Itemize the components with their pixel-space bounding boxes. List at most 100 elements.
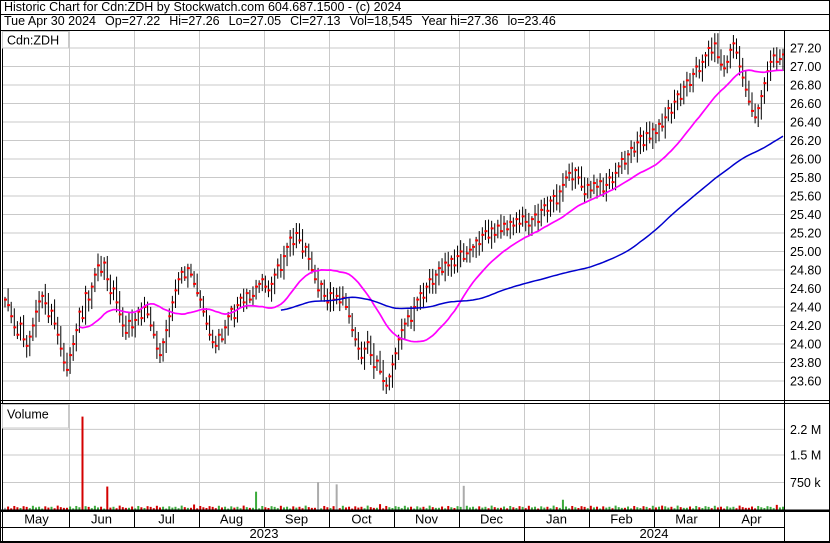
volume-bar	[335, 484, 338, 510]
close-tick	[475, 239, 479, 242]
volume-bar	[568, 508, 571, 510]
axis-labels-layer: 27.20 27.00 26.80 26.60 26.40 26.20 26.00 25.80…	[24, 42, 821, 542]
volume-bar	[450, 507, 453, 510]
close-tick	[682, 85, 686, 88]
close-tick	[673, 100, 677, 103]
close-tick	[676, 93, 680, 96]
volume-bar	[186, 507, 189, 510]
volume-bar	[261, 505, 264, 510]
close-tick	[251, 294, 255, 297]
volume-bar	[475, 508, 478, 510]
symbol-label: Cdn:ZDH	[7, 34, 59, 48]
close-tick	[642, 144, 646, 147]
volume-bar	[413, 508, 416, 510]
close-tick	[636, 141, 640, 144]
close-tick	[351, 329, 355, 332]
close-tick	[317, 289, 321, 292]
volume-bar	[388, 507, 391, 510]
close-tick	[146, 313, 150, 316]
close-tick	[558, 190, 562, 193]
price-tick-label: 27.00	[790, 60, 821, 74]
price-tick-label: 25.20	[790, 227, 821, 241]
close-tick	[255, 285, 259, 288]
close-tick	[608, 176, 612, 179]
close-tick	[320, 282, 324, 285]
close-tick	[596, 185, 600, 188]
volume-bar	[524, 508, 527, 510]
volume-bar	[295, 507, 298, 510]
close-tick	[599, 180, 603, 183]
volume-bar	[103, 508, 106, 510]
volume-bar	[41, 508, 44, 510]
close-tick	[196, 292, 200, 295]
volume-bar	[506, 508, 509, 510]
volume-bar	[605, 507, 608, 510]
volume-bar	[38, 506, 41, 510]
volume-bar	[434, 507, 437, 510]
volume-bar	[202, 507, 205, 510]
close-tick	[7, 304, 11, 307]
volume-bar	[782, 506, 784, 510]
volume-bar	[661, 505, 664, 510]
close-tick	[369, 354, 373, 357]
volume-bar	[623, 507, 626, 510]
close-tick	[654, 132, 658, 135]
volume-bar	[227, 508, 230, 510]
close-tick	[245, 292, 249, 295]
close-tick	[292, 243, 296, 246]
close-tick	[685, 79, 689, 82]
close-tick	[782, 53, 785, 56]
close-tick	[295, 232, 299, 234]
volume-bar	[760, 507, 763, 510]
volume-bar	[484, 506, 487, 510]
volume-panel-label: Volume	[7, 408, 49, 422]
volume-bar	[239, 508, 242, 510]
close-tick	[199, 298, 203, 301]
volume-bar	[515, 507, 518, 510]
quote-summary-line: Tue Apr 30 2024 Op=27.22 Hi=27.26 Lo=27.…	[4, 15, 556, 28]
volume-bar	[143, 507, 146, 510]
volume-bar	[775, 504, 778, 510]
close-tick	[171, 301, 175, 304]
close-tick	[236, 304, 240, 307]
close-tick	[162, 341, 166, 344]
close-tick	[205, 322, 209, 325]
close-tick	[137, 310, 141, 313]
volume-bar	[189, 507, 192, 510]
close-tick	[422, 296, 426, 299]
volume-bar	[558, 507, 561, 510]
close-tick	[441, 270, 445, 273]
close-tick	[158, 354, 162, 357]
close-tick	[617, 165, 621, 168]
close-tick	[524, 220, 528, 223]
volume-bar	[490, 505, 493, 510]
volume-bar	[534, 506, 537, 510]
close-tick	[760, 95, 764, 98]
volume-bar	[4, 507, 6, 510]
close-tick	[738, 65, 742, 68]
volume-bar	[577, 507, 580, 510]
volume-baseline	[0, 509, 830, 512]
volume-bar	[19, 507, 22, 510]
volume-bar	[571, 505, 574, 510]
close-tick	[527, 224, 531, 227]
volume-bar	[651, 505, 654, 510]
volume-bar	[664, 506, 667, 510]
close-tick	[602, 190, 606, 193]
price-tick-label: 25.00	[790, 245, 821, 259]
close-tick	[534, 213, 538, 216]
volume-bar	[165, 508, 168, 510]
volume-bar	[685, 507, 688, 510]
volume-bar	[93, 505, 96, 510]
price-tick-label: 25.40	[790, 208, 821, 222]
close-tick	[487, 236, 491, 239]
ma-line-short	[79, 69, 783, 343]
close-tick	[121, 324, 125, 327]
close-tick	[143, 306, 147, 308]
volume-bar	[695, 505, 698, 510]
close-tick	[224, 326, 228, 329]
volume-bar	[230, 506, 233, 510]
close-tick	[372, 366, 376, 369]
close-tick	[354, 338, 358, 341]
volume-bar	[75, 505, 78, 510]
